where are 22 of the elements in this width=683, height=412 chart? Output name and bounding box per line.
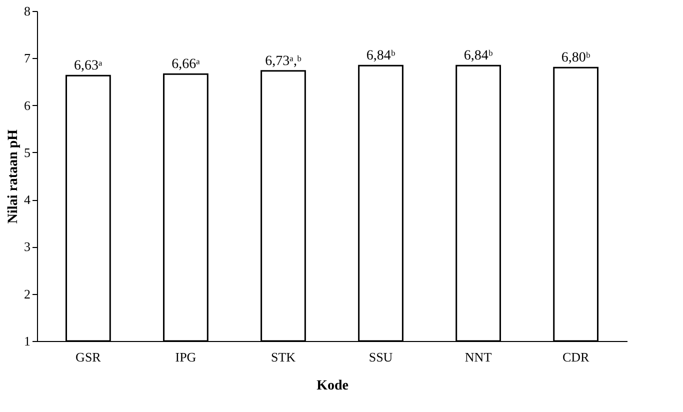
y-tick-label: 2 — [24, 286, 30, 302]
x-tick-label: IPG — [175, 350, 196, 364]
y-tick-label: 6 — [24, 98, 31, 113]
x-tick-label: STK — [270, 350, 296, 364]
x-tick-label: SSU — [368, 350, 394, 364]
data-label: 6,80ᵇ — [561, 50, 591, 66]
x-tick-label: NNT — [464, 350, 492, 364]
data-label: 6,73ᵃ,ᵇ — [265, 54, 302, 69]
x-tick-label: CDR — [562, 350, 590, 364]
data-label: 6,84ᵇ — [464, 48, 494, 64]
y-tick-label: 8 — [24, 4, 30, 18]
data-label: 6,63ᵃ — [74, 58, 103, 74]
data-label: 6,84ᵇ — [366, 48, 396, 64]
x-tick-label: GSR — [76, 350, 102, 364]
y-tick-label: 3 — [24, 239, 30, 254]
y-tick-label: 5 — [24, 144, 30, 160]
y-axis-title: Nilai rataan pH — [6, 129, 21, 224]
data-label: 6,66ᵃ — [172, 57, 200, 72]
y-tick-label: 1 — [24, 334, 30, 348]
x-axis-title: Kode — [316, 378, 348, 394]
y-tick-label: 4 — [24, 192, 31, 208]
y-tick-label: 7 — [24, 50, 31, 66]
